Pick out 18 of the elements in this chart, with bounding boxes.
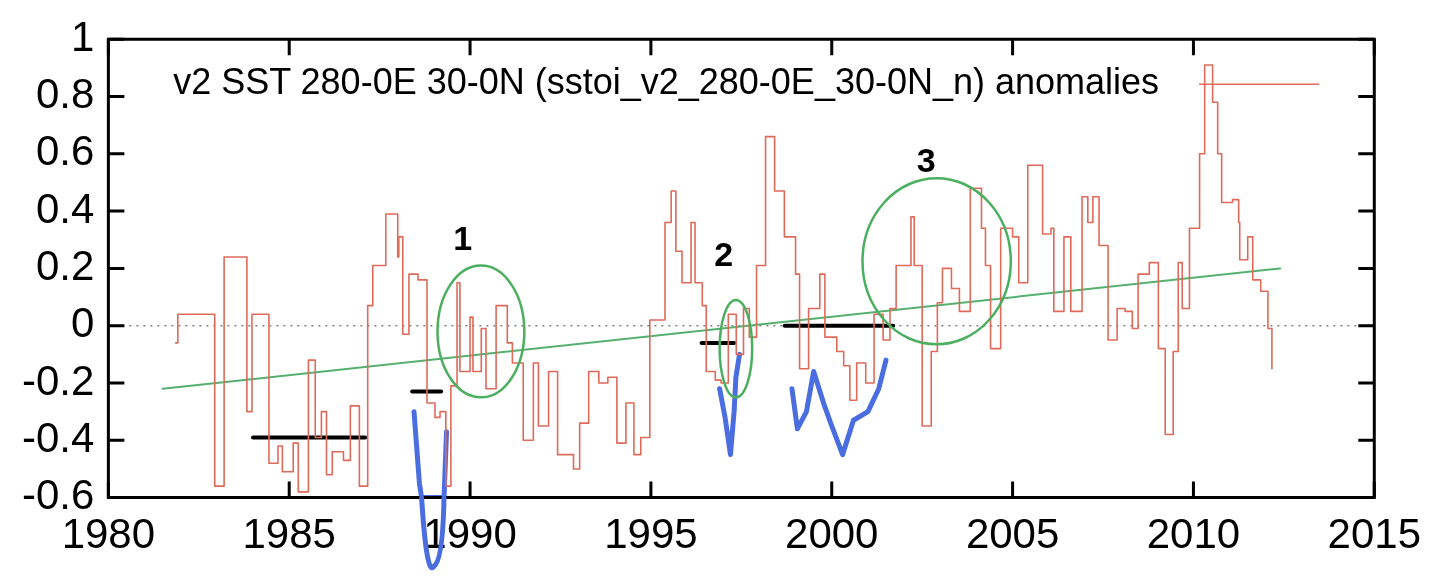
y-tick-label: -0.2 (22, 356, 95, 404)
y-tick-label: 0.2 (35, 241, 95, 289)
annotation: 1 (453, 219, 473, 258)
annotation: 2 (714, 235, 734, 274)
x-tick-label: 2010 (1146, 510, 1241, 558)
y-tick-label: -0.4 (22, 413, 95, 461)
x-tick-label: 2000 (785, 510, 879, 558)
x-tick-label: 1985 (242, 510, 336, 558)
annotation: 3 (916, 141, 936, 180)
y-tick-label: 1 (71, 12, 95, 60)
y-tick-label: 0.8 (35, 70, 95, 118)
y-tick-label: 0 (71, 299, 95, 347)
x-tick-label: 1995 (604, 510, 698, 558)
y-tick-label: 0.4 (35, 184, 95, 232)
x-tick-label: 2005 (965, 510, 1060, 558)
y-tick-label: 0.6 (35, 127, 95, 175)
x-tick-label: 2015 (1327, 510, 1421, 558)
series-label: v2 SST 280-0E 30-0N (sstoi_v2_280-0E_30-0N_n) anomalies (173, 61, 1160, 103)
